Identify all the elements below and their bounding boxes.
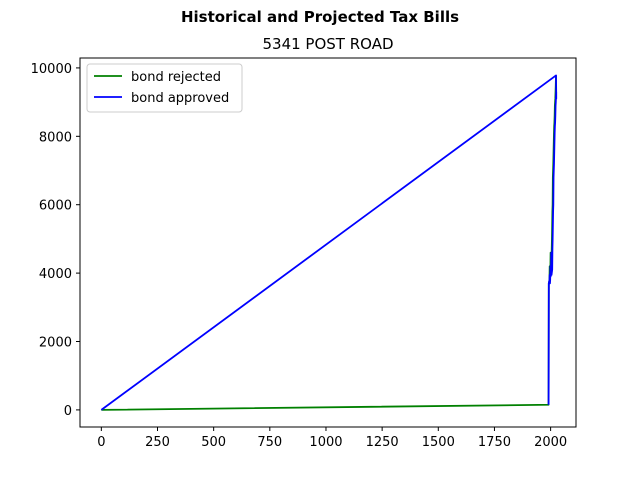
x-tick-label: 1250 — [366, 435, 399, 450]
y-tick-label: 2000 — [39, 336, 72, 351]
legend: bond rejected bond approved — [86, 63, 243, 113]
legend-label-bond-rejected: bond rejected — [131, 70, 221, 85]
plot-frame — [79, 57, 577, 428]
y-tick-label: 4000 — [39, 267, 72, 282]
y-tick-label: 6000 — [39, 199, 72, 214]
x-tick-label: 2000 — [534, 435, 567, 450]
y-tick-label: 0 — [64, 404, 72, 419]
chart-suptitle: Historical and Projected Tax Bills — [181, 8, 459, 26]
legend-label-bond-approved: bond approved — [131, 91, 229, 106]
series-layer — [100, 74, 558, 411]
x-tick-label: 250 — [145, 435, 170, 450]
x-tick-label: 1500 — [422, 435, 455, 450]
y-axis: 0 2000 4000 6000 8000 10000 — [31, 62, 80, 419]
x-tick-label: 500 — [201, 435, 226, 450]
x-axis: 0 250 500 750 1000 1250 1500 1750 2000 — [97, 427, 567, 450]
x-tick-label: 0 — [97, 435, 105, 450]
y-tick-label: 10000 — [31, 62, 72, 77]
chart-title: 5341 POST ROAD — [262, 35, 393, 53]
legend-box — [86, 63, 243, 113]
x-tick-label: 1750 — [478, 435, 511, 450]
y-tick-label: 8000 — [39, 130, 72, 145]
x-tick-label: 750 — [257, 435, 282, 450]
x-tick-label: 1000 — [309, 435, 342, 450]
series-line-bond-approved — [100, 74, 558, 411]
